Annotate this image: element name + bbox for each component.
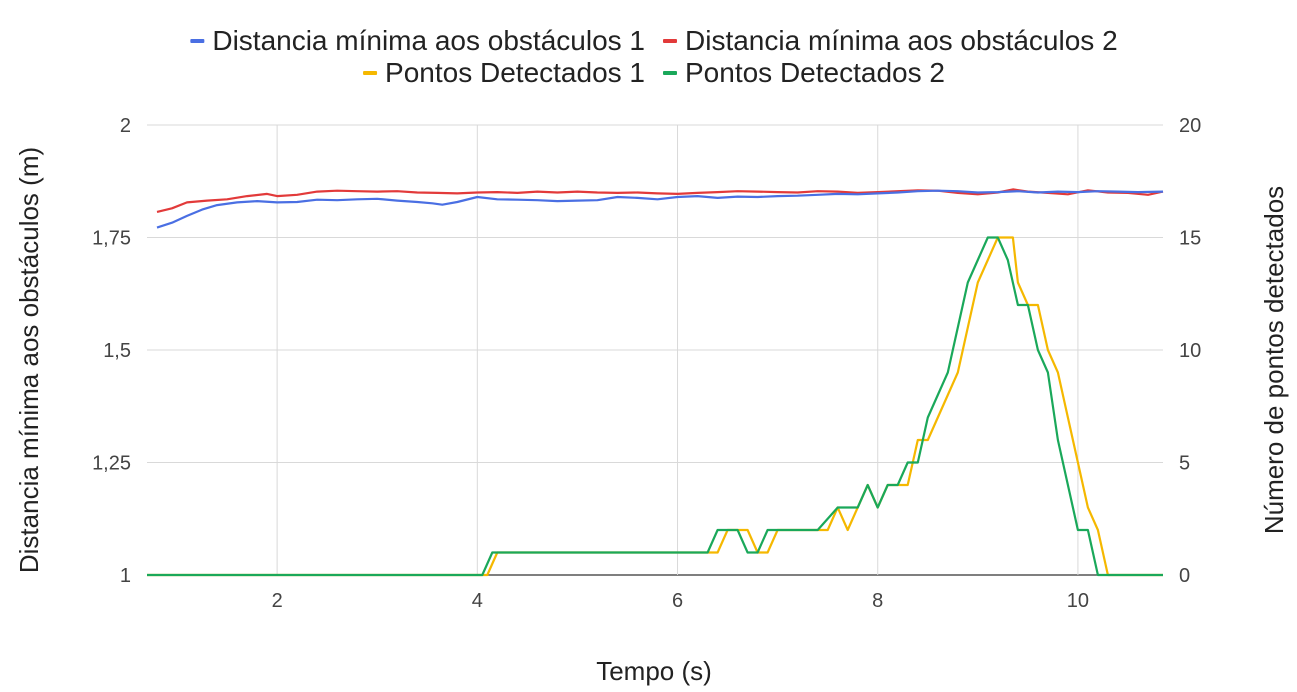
y-left-tick-label: 1 [120,565,131,587]
legend-swatch-4 [663,71,677,75]
y-left-tick-label: 2 [120,115,131,137]
legend-label-2: Distancia mínima aos obstáculos 2 [685,25,1118,56]
x-tick-label: 6 [672,590,683,612]
y-left-tick-label: 1,5 [103,340,131,362]
x-tick-label: 10 [1067,590,1089,612]
axes-labels: Tempo (s) Distancia mínima aos obstáculo… [14,115,1289,686]
legend-swatch-2 [663,39,677,43]
legend-swatch-1 [190,39,205,43]
legend-label-4: Pontos Detectados 2 [685,57,945,88]
x-tick-label: 4 [472,590,483,612]
y-axis-right-title: Número de pontos detectados [1259,186,1289,534]
y-right-tick-label: 0 [1179,565,1190,587]
y-right-tick-label: 20 [1179,115,1201,137]
y-right-tick-label: 15 [1179,228,1201,250]
legend-label-1: Distancia mínima aos obstáculos 1 [212,25,645,56]
series-line-1 [156,189,1164,229]
y-left-tick-label: 1,75 [92,228,131,250]
y-right-tick-label: 5 [1179,453,1190,475]
y-left-tick-label: 1,25 [92,453,131,475]
grid-lines [147,124,1163,576]
x-axis-title: Tempo (s) [596,656,712,686]
x-tick-label: 2 [272,590,283,612]
legend-swatch-3 [363,71,378,75]
legend-label-3: Pontos Detectados 1 [385,57,645,88]
y-right-tick-label: 10 [1179,340,1201,362]
series-layer [147,188,1164,577]
x-tick-label: 8 [872,590,883,612]
legend: Distancia mínima aos obstáculos 1 Distanc… [190,25,1118,88]
series-line-4 [147,236,1163,577]
y-axis-left-title: Distancia mínima aos obstáculos (m) [14,147,44,573]
series-line-3 [147,236,1163,577]
